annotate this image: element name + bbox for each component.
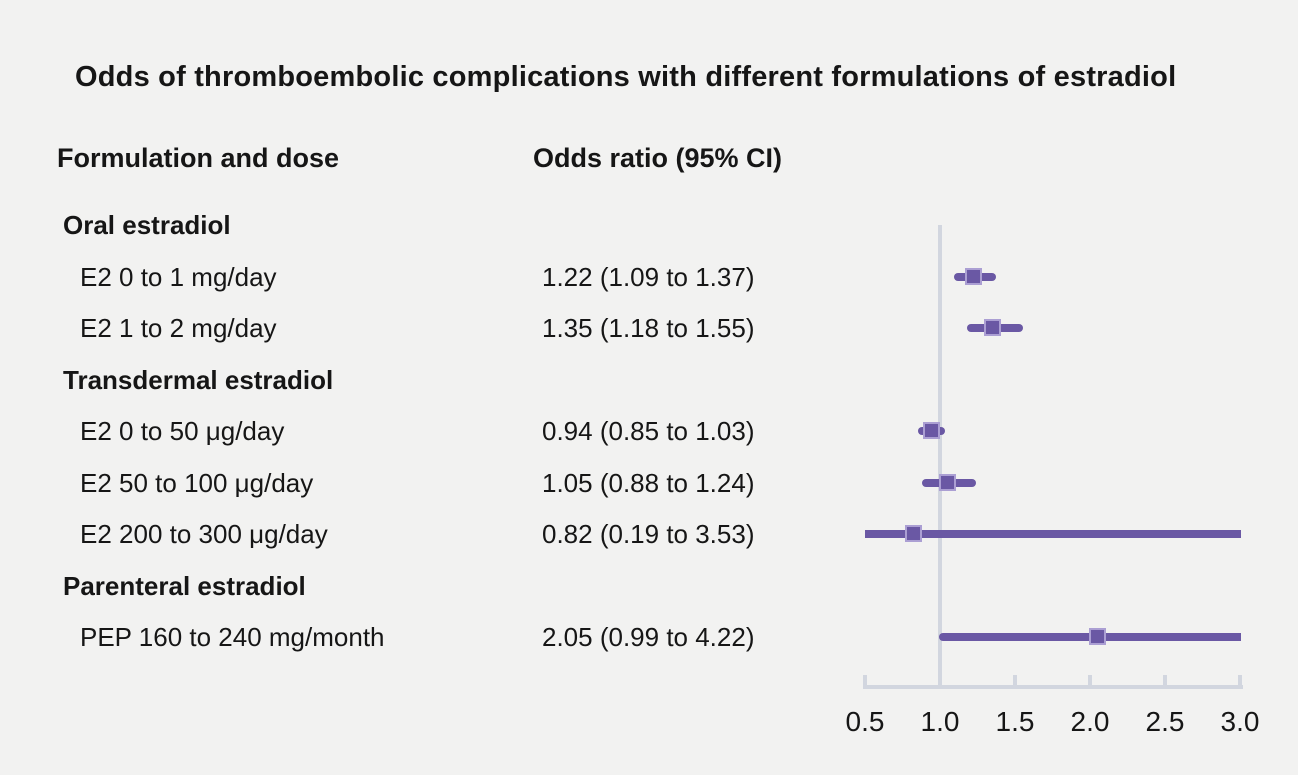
- x-axis-line: [863, 685, 1243, 689]
- group-header: Transdermal estradiol: [63, 365, 334, 395]
- column-header-formulation: Formulation and dose: [57, 143, 340, 173]
- row-label: E2 0 to 50 μg/day: [80, 416, 285, 446]
- chart-title: Odds of thromboembolic complications wit…: [75, 61, 1177, 93]
- row-label: E2 50 to 100 μg/day: [80, 468, 314, 498]
- point-estimate-marker: [984, 319, 1001, 336]
- or-value: 1.35 (1.18 to 1.55): [542, 313, 755, 343]
- group-header: Oral estradiol: [63, 210, 231, 240]
- group-header: Parenteral estradiol: [63, 571, 306, 601]
- axis-tick-label: 0.5: [845, 706, 885, 737]
- ci-line: [865, 530, 1241, 538]
- row-label: E2 1 to 2 mg/day: [80, 313, 277, 343]
- point-estimate-marker: [1089, 628, 1106, 645]
- axis-tick-label: 1.0: [920, 706, 960, 737]
- row-label: E2 0 to 1 mg/day: [80, 262, 277, 292]
- column-header-odds-ratio: Odds ratio (95% CI): [533, 143, 783, 173]
- or-value: 0.94 (0.85 to 1.03): [542, 416, 755, 446]
- axis-tick: [1013, 675, 1017, 685]
- axis-tick-label: 2.5: [1145, 706, 1185, 737]
- or-value: 1.22 (1.09 to 1.37): [542, 262, 755, 292]
- row-label: PEP 160 to 240 mg/month: [80, 622, 385, 652]
- axis-tick-label: 3.0: [1220, 706, 1260, 737]
- axis-tick: [1238, 675, 1242, 685]
- axis-tick: [1163, 675, 1167, 685]
- or-value: 2.05 (0.99 to 4.22): [542, 622, 755, 652]
- or-value: 1.05 (0.88 to 1.24): [542, 468, 755, 498]
- axis-tick-label: 1.5: [995, 706, 1035, 737]
- axis-tick-label: 2.0: [1070, 706, 1110, 737]
- point-estimate-marker: [905, 525, 922, 542]
- axis-tick: [1088, 675, 1092, 685]
- point-estimate-marker: [939, 474, 956, 491]
- point-estimate-marker: [923, 422, 940, 439]
- reference-line: [938, 225, 942, 685]
- axis-tick: [863, 675, 867, 685]
- row-label: E2 200 to 300 μg/day: [80, 519, 328, 549]
- or-value: 0.82 (0.19 to 3.53): [542, 519, 755, 549]
- point-estimate-marker: [965, 268, 982, 285]
